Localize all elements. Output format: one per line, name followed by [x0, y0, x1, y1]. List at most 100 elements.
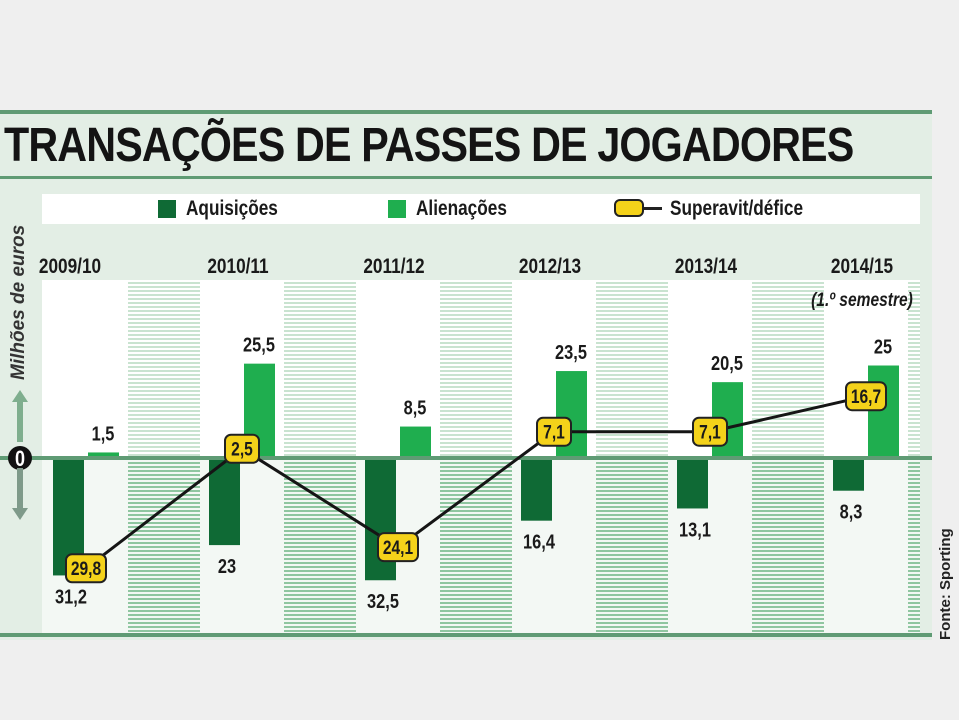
stripe: [752, 302, 824, 304]
stripe: [440, 486, 512, 488]
stripe: [128, 394, 200, 396]
stripe: [128, 462, 200, 464]
stripe: [284, 550, 356, 552]
stripe: [596, 506, 668, 508]
stripe: [128, 494, 200, 496]
stripe: [596, 602, 668, 604]
stripe: [440, 618, 512, 620]
stripe: [908, 346, 920, 348]
stripe: [752, 402, 824, 404]
stripe: [596, 542, 668, 544]
stripe: [284, 422, 356, 424]
stripe: [128, 522, 200, 524]
stripe: [596, 582, 668, 584]
stripe: [440, 474, 512, 476]
stripe: [908, 498, 920, 500]
stripe: [128, 510, 200, 512]
stripe: [596, 302, 668, 304]
stripe: [752, 550, 824, 552]
stripe: [596, 462, 668, 464]
stripe: [440, 374, 512, 376]
stripe: [440, 338, 512, 340]
stripe: [908, 622, 920, 624]
stripe: [440, 482, 512, 484]
bottom-divider: [0, 633, 932, 637]
stripe: [752, 382, 824, 384]
stripe: [440, 426, 512, 428]
stripe: [440, 398, 512, 400]
stripe: [908, 602, 920, 604]
stripe: [284, 374, 356, 376]
data-label-alienacoes: 23,5: [555, 340, 587, 363]
stripe: [596, 402, 668, 404]
category-label-2011/12: 2011/12: [363, 256, 424, 279]
stripe: [752, 370, 824, 372]
stripe: [284, 546, 356, 548]
legend: Aquisições Alienações Superavit/défice: [42, 194, 920, 224]
data-label-alienacoes: 8,5: [404, 396, 427, 419]
stripe: [128, 418, 200, 420]
stripe: [752, 418, 824, 420]
stripe: [908, 422, 920, 424]
stripe: [128, 454, 200, 456]
stripe: [128, 346, 200, 348]
stripe: [440, 346, 512, 348]
stripe: [128, 606, 200, 608]
stripe: [128, 538, 200, 540]
stripe: [596, 518, 668, 520]
stripe: [908, 298, 920, 300]
bar-aquisicoes: [677, 460, 708, 509]
stripe: [128, 546, 200, 548]
data-label-alienacoes: 20,5: [711, 352, 743, 375]
stripe: [596, 306, 668, 308]
stripe: [908, 366, 920, 368]
stripe: [908, 450, 920, 452]
stripe: [752, 582, 824, 584]
stripe: [908, 614, 920, 616]
stripe: [284, 582, 356, 584]
stripe: [596, 538, 668, 540]
stripe: [440, 330, 512, 332]
superavit-marker: [692, 416, 728, 447]
stripe: [128, 582, 200, 584]
stripe: [440, 630, 512, 632]
superavit-line: [85, 394, 867, 570]
stripe: [908, 326, 920, 328]
stripe: [752, 610, 824, 612]
stripe: [128, 566, 200, 568]
stripe: [596, 578, 668, 580]
legend-swatch-alienacoes: [388, 200, 406, 218]
stripe: [752, 498, 824, 500]
stripe: [284, 438, 356, 440]
stripe: [440, 534, 512, 536]
stripe: [908, 350, 920, 352]
stripe: [908, 630, 920, 632]
stripe: [596, 362, 668, 364]
stripe: [908, 426, 920, 428]
stripe: [128, 574, 200, 576]
stripe: [596, 466, 668, 468]
stripe: [440, 298, 512, 300]
stripe: [440, 626, 512, 628]
stripe: [440, 354, 512, 356]
stripe: [284, 462, 356, 464]
stripe: [752, 314, 824, 316]
stripe: [284, 598, 356, 600]
stripe: [440, 294, 512, 296]
stripe: [128, 410, 200, 412]
stripe: [284, 378, 356, 380]
stripe: [128, 446, 200, 448]
stripe: [284, 362, 356, 364]
stripe: [284, 450, 356, 452]
category-label-2010/11: 2010/11: [207, 256, 269, 279]
stripe: [440, 410, 512, 412]
stripe: [440, 606, 512, 608]
arrow-up-icon: [12, 390, 28, 442]
stripe: [440, 550, 512, 552]
stripe: [596, 610, 668, 612]
stripe: [908, 466, 920, 468]
stripe: [284, 382, 356, 384]
stripe: [284, 482, 356, 484]
stripe: [596, 354, 668, 356]
stripe: [908, 542, 920, 544]
